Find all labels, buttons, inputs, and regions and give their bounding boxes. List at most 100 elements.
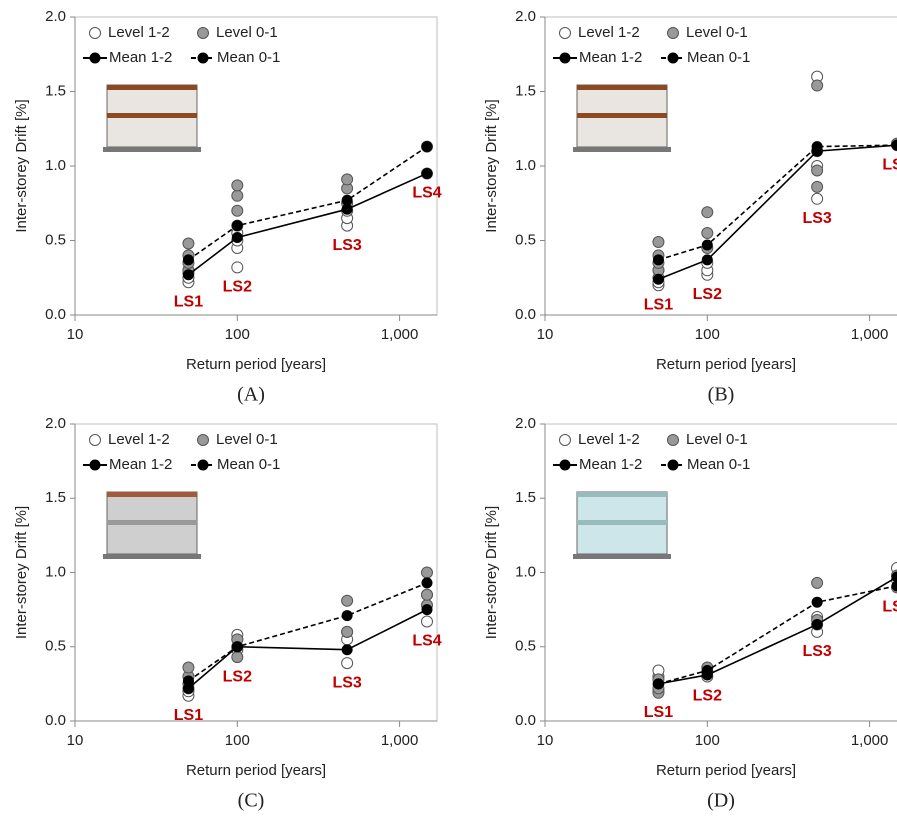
y-tick-label: 1.5 [45,489,66,506]
inset-base [103,554,201,559]
data-point [702,228,713,239]
y-tick-label: 2.0 [45,8,66,25]
data-point [421,616,432,627]
x-axis-label: Return period [years] [656,762,796,779]
mean-point [421,141,432,152]
mean-line [658,145,897,279]
inset-roof [577,85,667,90]
x-tick-label: 1,000 [851,326,889,343]
building-inset [103,492,201,559]
limit-state-label: LS4 [882,156,897,173]
mean-line [188,147,427,260]
x-tick-label: 10 [67,326,84,343]
mean-point [342,610,353,621]
legend-marker [198,53,209,64]
data-point [342,174,353,185]
x-tick-label: 1,000 [851,732,889,749]
limit-state-label: LS4 [412,185,441,202]
legend-label: Mean 0-1 [687,49,750,66]
x-axis-label: Return period [years] [186,762,326,779]
limit-state-label: LS1 [644,704,673,721]
data-point [421,567,432,578]
data-point [653,236,664,247]
legend-marker [560,435,571,446]
mean-point [702,665,713,676]
mean-point [421,604,432,615]
x-tick-label: 10 [537,732,554,749]
inset-floor [577,520,667,525]
legend-label: Level 1-2 [578,24,640,41]
y-tick-label: 0.0 [515,712,536,729]
legend-marker [560,460,571,471]
limit-state-label: LS3 [802,643,831,660]
limit-state-label: LS1 [174,707,203,724]
legend-marker [198,28,209,39]
legend-marker [668,435,679,446]
limit-state-label: LS3 [802,210,831,227]
data-point [183,662,194,673]
y-tick-label: 2.0 [515,415,536,432]
mean-point [183,269,194,280]
mean-point [421,168,432,179]
legend-marker [560,53,571,64]
limit-state-label: LS1 [174,293,203,310]
panel-label: (C) [238,790,265,812]
data-point [183,238,194,249]
legend-label: Mean 1-2 [579,456,642,473]
y-axis-label: Inter-storey Drift [%] [483,99,500,232]
limit-state-label: LS3 [332,674,361,691]
data-point [702,207,713,218]
legend-marker [198,460,209,471]
legend-marker [560,28,571,39]
inset-base [573,554,671,559]
mean-point [653,678,664,689]
y-tick-label: 1.5 [515,489,536,506]
legend-marker [90,435,101,446]
legend-label: Mean 0-1 [217,49,280,66]
mean-point [812,597,823,608]
legend-label: Level 1-2 [108,24,170,41]
y-tick-label: 1.0 [45,563,66,580]
mean-point [702,239,713,250]
y-tick-label: 2.0 [45,415,66,432]
mean-point [342,195,353,206]
data-point [421,589,432,600]
y-tick-label: 1.0 [515,563,536,580]
data-point [342,658,353,669]
data-point [342,595,353,606]
legend-label: Level 1-2 [578,431,640,448]
legend-marker [198,435,209,446]
mean-point [653,274,664,285]
y-tick-label: 0.0 [515,306,536,323]
legend-label: Mean 1-2 [109,456,172,473]
y-tick-label: 0.5 [515,638,536,655]
y-axis-label: Inter-storey Drift [%] [13,506,30,639]
x-tick-label: 10 [537,326,554,343]
mean-line [188,583,427,681]
y-tick-label: 0.5 [515,231,536,248]
y-axis-label: Inter-storey Drift [%] [13,99,30,232]
legend-label: Level 1-2 [108,431,170,448]
legend-label: Mean 1-2 [109,49,172,66]
mean-line [658,145,897,260]
legend-marker [668,53,679,64]
mean-point [653,254,664,265]
y-tick-label: 0.0 [45,712,66,729]
legend-label: Level 0-1 [686,24,748,41]
x-tick-label: 10 [67,732,84,749]
limit-state-label: LS2 [693,286,722,303]
mean-point [702,254,713,265]
mean-point [232,220,243,231]
data-point [812,193,823,204]
data-point [232,652,243,663]
mean-line [658,586,897,684]
x-tick-label: 1,000 [381,732,419,749]
x-tick-label: 100 [695,732,720,749]
data-point [812,165,823,176]
inset-roof [577,492,667,497]
mean-point [812,619,823,630]
data-point [232,262,243,273]
building-inset [573,85,671,152]
inset-floor [107,520,197,525]
x-tick-label: 100 [225,326,250,343]
